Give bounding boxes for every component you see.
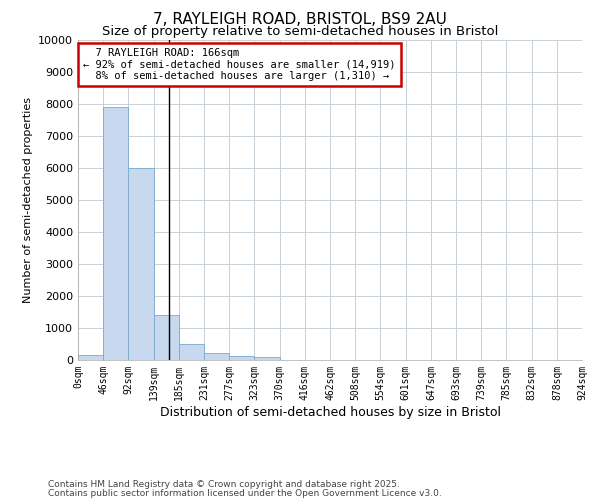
Bar <box>128 168 154 360</box>
Text: Contains public sector information licensed under the Open Government Licence v3: Contains public sector information licen… <box>48 490 442 498</box>
Text: 7, RAYLEIGH ROAD, BRISTOL, BS9 2AU: 7, RAYLEIGH ROAD, BRISTOL, BS9 2AU <box>153 12 447 28</box>
Bar <box>179 344 204 360</box>
Bar <box>229 356 254 360</box>
Bar <box>78 355 103 360</box>
Bar <box>204 352 229 360</box>
X-axis label: Distribution of semi-detached houses by size in Bristol: Distribution of semi-detached houses by … <box>160 406 500 418</box>
Bar <box>154 315 179 360</box>
Bar <box>254 358 280 360</box>
Bar <box>103 107 128 360</box>
Text: Size of property relative to semi-detached houses in Bristol: Size of property relative to semi-detach… <box>102 25 498 38</box>
Text: Contains HM Land Registry data © Crown copyright and database right 2025.: Contains HM Land Registry data © Crown c… <box>48 480 400 489</box>
Y-axis label: Number of semi-detached properties: Number of semi-detached properties <box>23 97 32 303</box>
Text: 7 RAYLEIGH ROAD: 166sqm  
← 92% of semi-detached houses are smaller (14,919)
  8: 7 RAYLEIGH ROAD: 166sqm ← 92% of semi-de… <box>83 48 396 81</box>
